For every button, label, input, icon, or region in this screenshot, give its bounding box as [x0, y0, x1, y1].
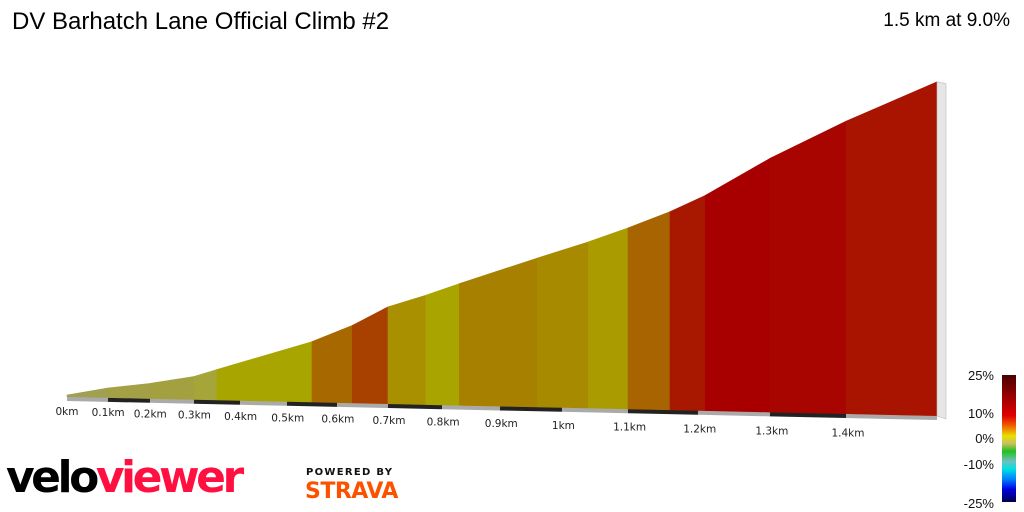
climb-summary: 1.5 km at 9.0%	[883, 10, 1010, 31]
x-tick-label: 1.3km	[755, 425, 788, 437]
x-tick-label: 1.1km	[613, 422, 646, 434]
distance-axis-band	[441, 405, 501, 411]
legend-label: 0%	[975, 431, 994, 446]
distance-axis-band	[387, 404, 443, 410]
x-tick-label: 0.5km	[271, 412, 304, 424]
x-tick-label: 1.2km	[683, 423, 716, 435]
x-tick-label: 0.9km	[485, 418, 518, 430]
x-tick-label: 0.2km	[134, 408, 167, 420]
profile-segment	[669, 194, 706, 412]
legend-label: 10%	[967, 406, 994, 421]
distance-axis-band	[286, 401, 338, 407]
page-title: DV Barhatch Lane Official Climb #2	[12, 8, 390, 35]
profile-segment	[425, 283, 460, 406]
distance-axis-band	[769, 412, 847, 419]
profile-segment	[66, 387, 109, 399]
x-tick-label: 0.6km	[321, 414, 354, 426]
x-tick-label: 0.7km	[372, 415, 405, 427]
profile-segment	[149, 376, 195, 401]
x-tick-label: 0.1km	[92, 407, 125, 419]
strava-logo: STRAVA	[305, 479, 398, 504]
profile-segment	[387, 294, 427, 406]
legend-label: -10%	[963, 457, 994, 472]
profile-segment	[704, 157, 771, 413]
distance-axis-band	[239, 400, 288, 406]
profile-segment	[627, 211, 671, 411]
x-tick-label: 0.8km	[427, 417, 460, 429]
profile-segment	[216, 341, 313, 403]
profile-segment	[845, 81, 938, 417]
profile-segment	[536, 241, 589, 409]
distance-axis-band	[561, 407, 629, 414]
profile-segment	[193, 369, 218, 401]
distance-axis-band	[845, 414, 938, 420]
x-tick-label: 1.4km	[831, 427, 864, 439]
profile-segment	[459, 257, 538, 408]
distance-axis-band	[697, 410, 771, 417]
legend-label: -25%	[963, 496, 994, 511]
distance-axis-band	[107, 397, 151, 403]
distance-axis-band	[499, 406, 563, 412]
x-tick-label: 0.3km	[178, 410, 211, 422]
profile-segment	[107, 383, 151, 400]
x-tick-label: 0km	[56, 406, 79, 418]
profile-end-cap	[936, 81, 947, 420]
distance-axis-band	[336, 402, 389, 409]
powered-by-label: POWERED BY	[306, 467, 394, 478]
veloviewer-logo: veloviewer	[6, 452, 244, 503]
profile-segment	[351, 306, 389, 405]
distance-axis-band	[193, 399, 241, 405]
x-tick-label: 1km	[552, 420, 575, 432]
x-tick-label: 0.4km	[224, 411, 257, 423]
distance-axis-band	[627, 409, 699, 415]
profile-segment	[311, 324, 353, 404]
gradient-legend-bar	[1002, 375, 1016, 502]
distance-axis-band	[149, 398, 195, 404]
profile-segment	[769, 120, 847, 415]
legend-label: 25%	[967, 368, 994, 383]
profile-segment	[588, 227, 629, 410]
distance-axis-band	[66, 397, 109, 402]
